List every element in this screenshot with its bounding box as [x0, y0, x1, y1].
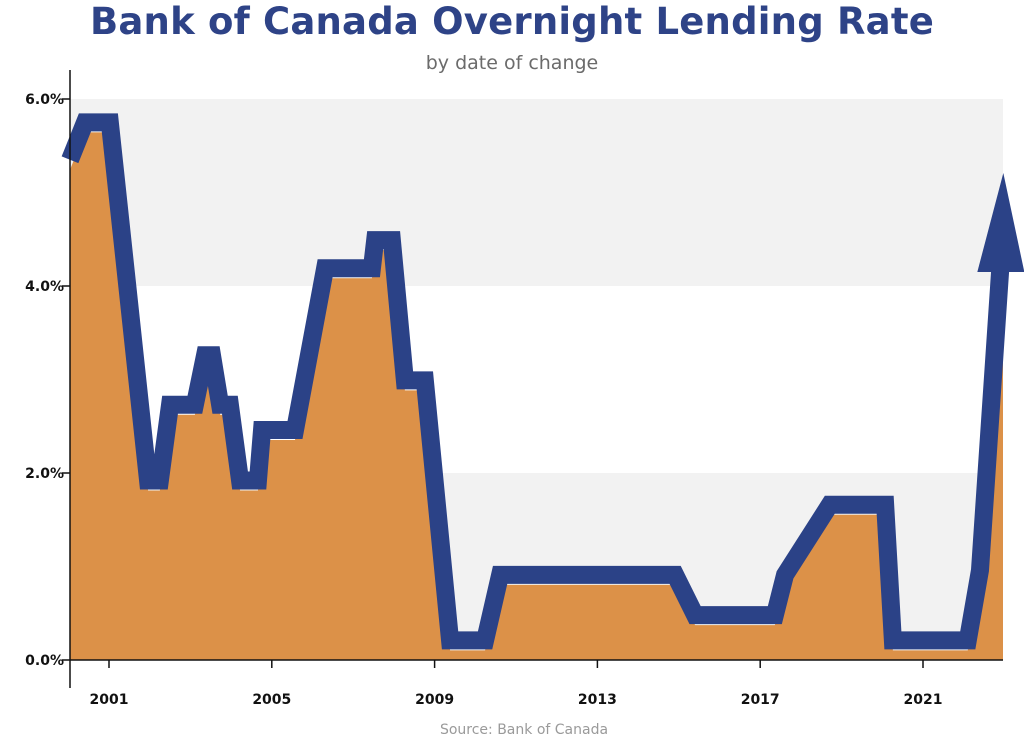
chart-subtitle: by date of change — [425, 52, 599, 74]
x-tick-label: 2013 — [578, 692, 617, 708]
series-line — [61, 113, 1010, 650]
x-tick-label: 2017 — [741, 692, 780, 708]
x-tick-label: 2001 — [90, 692, 129, 708]
chart-title: Bank of Canada Overnight Lending Rate — [89, 0, 935, 43]
x-tick-label: 2009 — [415, 692, 454, 708]
y-tick-label: 2.0% — [25, 466, 64, 482]
arrow-head-icon — [977, 172, 1024, 272]
grid-band-4-6 — [70, 99, 1003, 286]
x-tick-label: 2005 — [252, 692, 291, 708]
y-tick-label: 0.0% — [25, 653, 64, 669]
x-tick-label: 2021 — [904, 692, 943, 708]
source-note: Source: Bank of Canada — [439, 722, 609, 738]
y-tick-label: 6.0% — [25, 92, 64, 108]
area-fill — [70, 132, 1003, 660]
y-tick-label: 4.0% — [25, 279, 64, 295]
